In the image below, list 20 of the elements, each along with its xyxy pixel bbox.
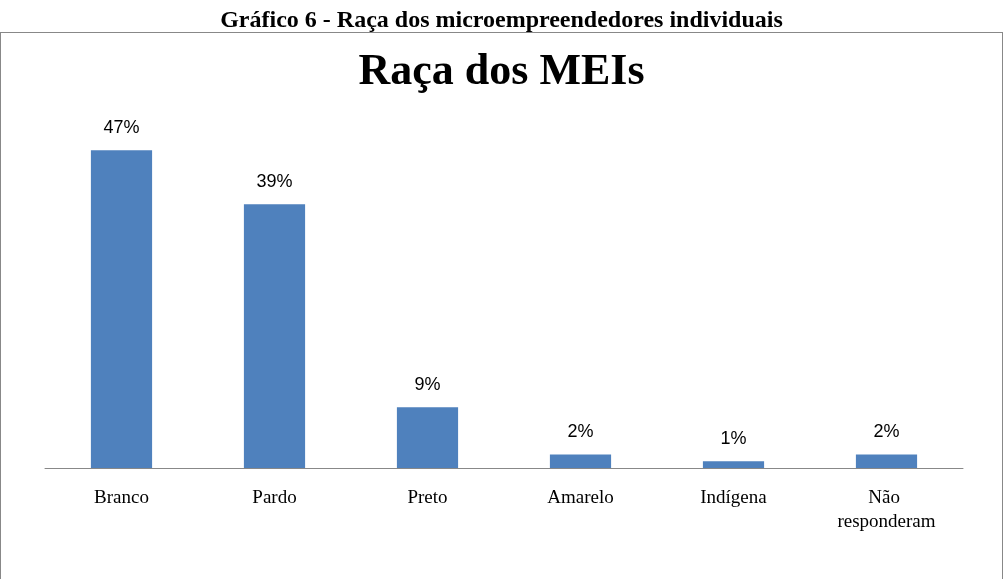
bar [90, 150, 153, 468]
data-label: 9% [414, 374, 441, 395]
x-tick-label: Pardo [252, 485, 297, 507]
data-label: 2% [567, 421, 594, 442]
x-tick-label: Preto [407, 485, 448, 507]
x-tick-label: Branco [94, 485, 149, 507]
x-tick-label: Indígena [700, 485, 768, 507]
bar [702, 461, 765, 468]
data-label: 47% [103, 117, 140, 138]
x-tick-label: Amarelo [547, 485, 614, 507]
bar [396, 407, 459, 468]
text: Gráfico 6 - Raça dos microempreendedores individuais [220, 6, 783, 32]
data-label: 2% [873, 421, 900, 442]
bar [243, 204, 306, 468]
bar [855, 454, 918, 468]
data-label: 1% [720, 428, 747, 449]
data-label: 39% [256, 171, 293, 192]
bar [549, 454, 612, 468]
chart-title: Raça dos MEIs [358, 44, 645, 94]
x-tick-label: Não responderam [837, 485, 936, 531]
